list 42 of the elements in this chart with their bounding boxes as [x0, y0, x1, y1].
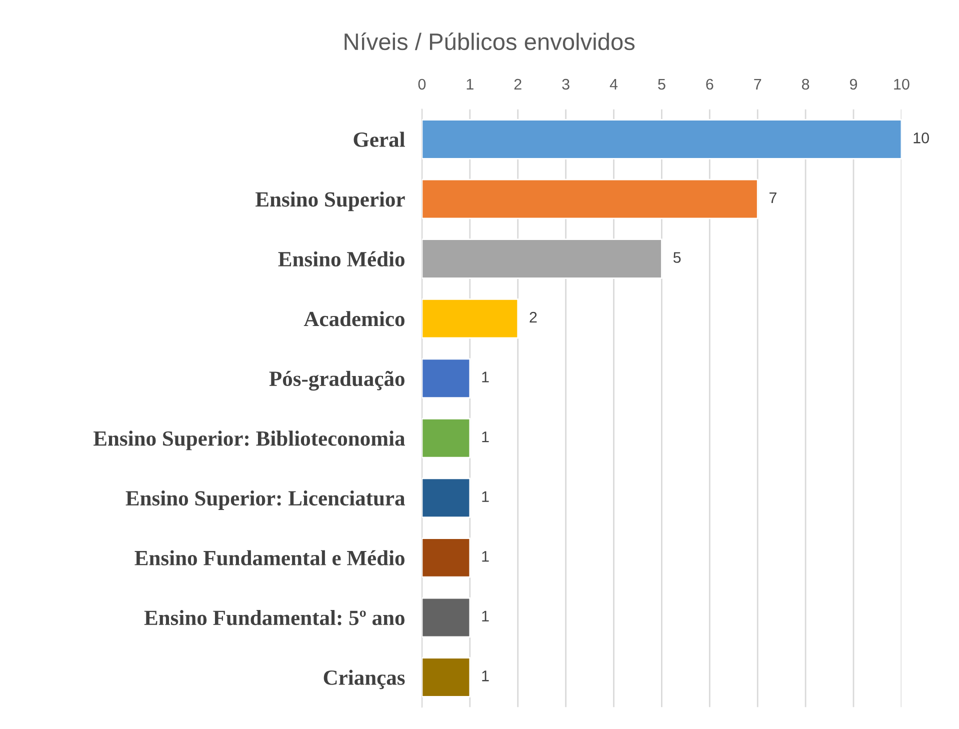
data-label: 1 — [482, 491, 489, 502]
y-tick-label: Ensino Fundamental: 5º ano — [144, 610, 404, 626]
data-label: 2 — [530, 312, 537, 323]
data-label: 5 — [673, 252, 681, 263]
y-tick-label: Ensino Fundamental e Médio — [134, 550, 404, 566]
y-tick-label: Ensino Médio — [278, 251, 404, 266]
y-tick-label: Geral — [354, 132, 405, 147]
data-label: 10 — [914, 132, 929, 144]
bar — [422, 298, 519, 339]
x-tick-label: 4 — [610, 79, 618, 90]
x-tick-label: 8 — [802, 78, 810, 90]
bar — [422, 178, 758, 220]
x-tick-label: 9 — [850, 78, 858, 90]
bar — [422, 358, 471, 398]
data-label: 1 — [482, 551, 489, 562]
x-tick-label: 3 — [562, 78, 570, 90]
x-tick-label: 2 — [514, 78, 522, 90]
x-tick-label: 0 — [418, 78, 426, 90]
y-tick-label: Crianças — [324, 670, 405, 690]
chart-title: Níveis / Públicos envolvidos — [344, 32, 635, 50]
bar — [422, 119, 902, 160]
y-tick-label: Pós-graduação — [269, 370, 404, 391]
y-tick-label: Ensino Superior: Licenciatura — [126, 490, 405, 510]
data-label: 1 — [482, 372, 489, 382]
x-tick-label: 6 — [706, 78, 714, 90]
bar — [422, 478, 471, 518]
bar — [422, 597, 471, 638]
x-tick-label: 1 — [466, 79, 474, 90]
data-label: 1 — [482, 610, 489, 622]
y-tick-label: Ensino Superior — [256, 192, 405, 212]
data-label: 1 — [482, 670, 489, 682]
y-tick-label: Academico — [304, 311, 404, 326]
bar — [422, 418, 471, 458]
bar — [422, 538, 471, 578]
x-tick-label: 10 — [894, 78, 910, 90]
data-label: 1 — [482, 432, 489, 442]
data-label: 7 — [770, 192, 776, 203]
x-tick-label: 7 — [754, 79, 762, 90]
y-tick-label: Ensino Superior: Biblioteconomia — [93, 430, 405, 450]
x-tick-label: 5 — [658, 79, 666, 90]
bar — [422, 657, 471, 698]
bar — [422, 238, 662, 279]
